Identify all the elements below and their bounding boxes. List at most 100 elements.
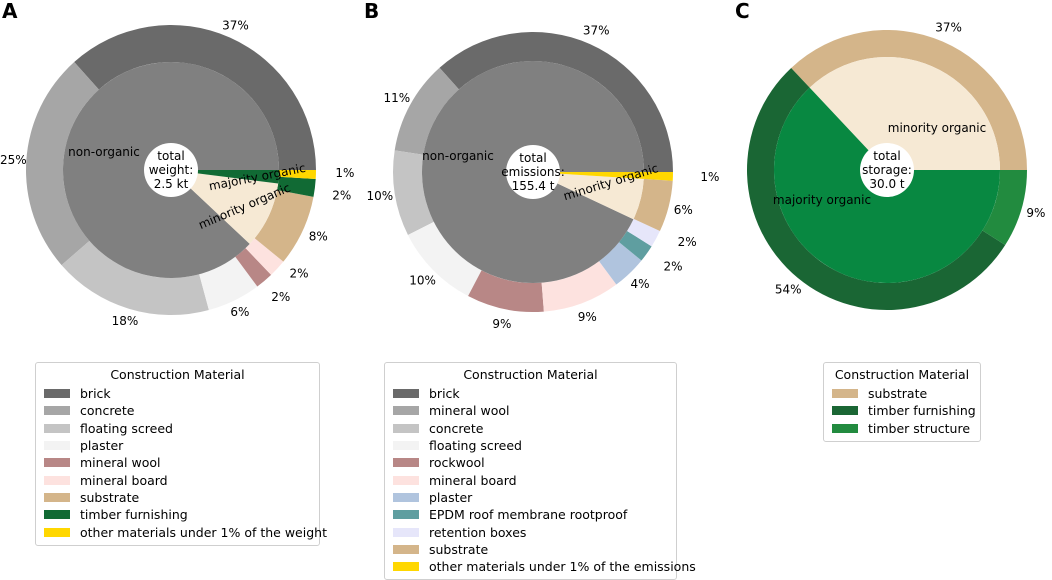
- center-total-text: 155.4 t: [512, 179, 555, 193]
- legend-title: Construction Material: [834, 367, 970, 382]
- slice-pct-label: 1%: [335, 166, 354, 180]
- legend-label: rockwool: [429, 455, 485, 471]
- legend-swatch: [44, 441, 70, 451]
- legend-title: Construction Material: [110, 367, 245, 382]
- slice-pct-label: 11%: [383, 91, 410, 105]
- outer-slice-mineral-board: [245, 238, 284, 275]
- legend-item-mineral-wool: mineral wool: [44, 454, 311, 471]
- pie-chart-emissions: 37%11%10%10%9% 9%4%2%2%6%1%non-organicmin…: [367, 23, 720, 330]
- legend-item-concrete: concrete: [44, 402, 311, 419]
- legend-label: EPDM roof membrane rootproof: [429, 507, 628, 523]
- legend-swatch: [832, 389, 858, 399]
- legend-item-concrete: concrete: [393, 420, 668, 437]
- legend-swatch: [44, 423, 70, 433]
- legend-swatch: [393, 423, 419, 433]
- slice-pct-label: 2%: [332, 189, 351, 203]
- pie-chart-storage: 37% 54% 9% minority organic majority organic…: [747, 21, 1045, 310]
- center-total-text: emissions:: [501, 165, 565, 179]
- legend-swatch: [393, 510, 419, 520]
- slice-pct-label: 2%: [289, 266, 308, 280]
- inner-region-label: majority organic: [773, 193, 871, 207]
- legend-label: substrate: [868, 386, 928, 402]
- legend-item-substrate: substrate: [832, 385, 972, 402]
- center-hole: [860, 143, 914, 197]
- slice-pct-label: 54%: [775, 282, 802, 296]
- outer-slice-rockwool: [468, 270, 544, 312]
- inner-region-label: non-organic: [68, 145, 140, 159]
- legend-item-epdm-roof-membrane-rootproof: EPDM roof membrane rootproof: [393, 506, 668, 523]
- panel-label-b: B: [364, 0, 379, 23]
- legend-item-brick: brick: [393, 385, 668, 402]
- legend-swatch: [393, 492, 419, 502]
- legend-label: timber furnishing: [80, 507, 188, 523]
- legend-item-floating-screed: floating screed: [393, 437, 668, 454]
- outer-slice-plaster: [199, 256, 258, 310]
- legend-emissions: Construction Material brick mineral wool c…: [384, 362, 696, 580]
- legend-swatch: [44, 389, 70, 399]
- pie-chart-weight: 37%25%18%6%2%2%8%2%1%non-organicminority…: [0, 19, 354, 328]
- inner-slice-minority-organic: [809, 56, 1000, 170]
- legend-swatch: [393, 544, 419, 554]
- legend-swatch: [44, 458, 70, 468]
- outer-slice-timber-furnishing: [277, 176, 316, 197]
- slice-pct-label: 10%: [409, 274, 436, 288]
- legend-label: concrete: [80, 403, 135, 419]
- legend-label: mineral wool: [429, 403, 510, 419]
- legend-label: retention boxes: [429, 524, 527, 540]
- legend-swatch: [393, 475, 419, 485]
- slice-pct-label: 2%: [271, 290, 290, 304]
- slice-pct-label: 9%: [492, 317, 511, 331]
- legend-item-timber-furnishing: timber furnishing: [44, 506, 311, 523]
- legend-swatch: [44, 510, 70, 520]
- legend-item-plaster: plaster: [393, 489, 668, 506]
- legend-label: plaster: [80, 438, 124, 454]
- legend-label: plaster: [429, 489, 473, 505]
- slice-pct-label: 9%: [1026, 206, 1045, 220]
- legend-item-mineral-board: mineral board: [393, 471, 668, 488]
- legend-label: timber furnishing: [868, 403, 976, 419]
- legend-swatch: [44, 527, 70, 537]
- slice-pct-label: 2%: [663, 259, 682, 273]
- legend-swatch: [393, 458, 419, 468]
- outer-slice-substrate: [254, 190, 314, 262]
- slice-pct-label: 37%: [222, 19, 249, 33]
- legend-item-mineral-wool: mineral wool: [393, 402, 668, 419]
- outer-slice-plaster: [599, 242, 642, 285]
- legend-weight: Construction Material brick concrete float…: [35, 362, 327, 546]
- slice-pct-label: 4%: [630, 277, 649, 291]
- inner-region-label: minority organic: [888, 121, 986, 135]
- legend-item-retention-boxes: retention boxes: [393, 523, 668, 540]
- inner-slice-other: [533, 172, 644, 179]
- legend-swatch: [44, 475, 70, 485]
- outer-slice-substrate: [791, 29, 1027, 171]
- legend-storage: Construction Material substrate timber fu…: [823, 362, 981, 442]
- slice-pct-label: 10%: [367, 189, 394, 203]
- legend-item-timber-furnishing: timber furnishing: [832, 402, 976, 419]
- center-total-text: storage:: [862, 163, 912, 177]
- center-total-text: total: [519, 151, 546, 165]
- outer-slice-brick: [74, 25, 316, 171]
- outer-slice-epdm-roof-membrane-rootproof: [619, 230, 652, 261]
- legend-swatch: [393, 389, 419, 399]
- inner-region-label: non-organic: [422, 149, 494, 163]
- legend-swatch: [832, 406, 858, 416]
- center-total-text: 2.5 kt: [154, 177, 189, 191]
- outer-slice-mineral-wool: [235, 248, 272, 287]
- legend-item-rockwool: rockwool: [393, 454, 668, 471]
- outer-slice-mineral-wool: [394, 67, 459, 155]
- legend-label: brick: [429, 386, 460, 402]
- legend-item-brick: brick: [44, 385, 311, 402]
- slice-pct-label: 6%: [230, 305, 249, 319]
- outer-slice-concrete: [25, 62, 99, 266]
- outer-slice-floating-screed: [407, 221, 482, 297]
- legend-swatch: [832, 423, 858, 433]
- legend-label: substrate: [80, 489, 140, 505]
- slice-pct-label: 1%: [700, 170, 719, 184]
- slice-pct-label: 2%: [678, 235, 697, 249]
- outer-slice-timber-structure: [982, 170, 1027, 246]
- legend-label: other materials under 1% of the weight: [80, 524, 327, 540]
- legend-swatch: [44, 406, 70, 416]
- outer-slice-mineral-board: [541, 261, 617, 312]
- legend-label: timber structure: [868, 420, 971, 436]
- slice-pct-label: 8%: [309, 230, 328, 244]
